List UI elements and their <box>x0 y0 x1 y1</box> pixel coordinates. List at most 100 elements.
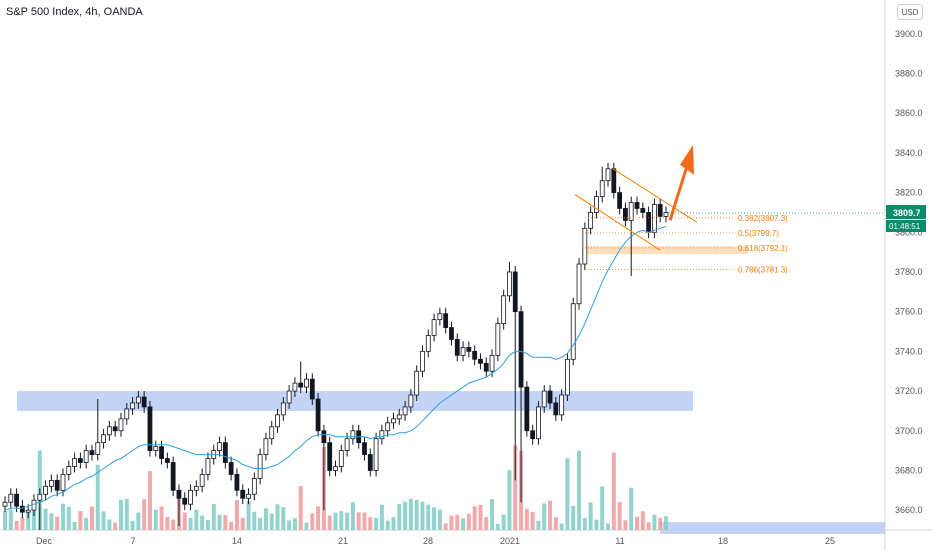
price-tick-label: 3720.0 <box>895 386 923 396</box>
candle-body <box>454 339 460 356</box>
price-tick-label: 3780.0 <box>895 267 923 277</box>
candle-body <box>280 402 286 416</box>
candle-body <box>234 474 240 491</box>
candle-body <box>489 354 495 372</box>
currency-button[interactable]: USD <box>897 4 923 20</box>
candle-body <box>159 446 164 459</box>
candle-body <box>362 442 367 455</box>
candle-body <box>304 378 309 388</box>
candle-body <box>605 168 611 182</box>
candle-body <box>240 489 246 499</box>
volume-bar <box>432 507 437 530</box>
candle-body <box>518 311 524 388</box>
volume-bar <box>472 506 477 530</box>
candle-body <box>472 350 478 360</box>
volume-bar <box>89 506 94 530</box>
candle-body <box>657 204 663 217</box>
volume-bar <box>66 506 71 530</box>
candle-body <box>321 430 327 444</box>
volume-bar <box>658 518 663 530</box>
volume-bar <box>60 503 65 530</box>
breakout-arrow-shaft <box>668 162 690 221</box>
price-tick-label: 3880.0 <box>895 68 923 78</box>
fib-level-label: 0.618(3792.1) <box>738 244 788 253</box>
price-tick-label: 3660.0 <box>895 505 923 515</box>
volume-bar <box>478 504 483 530</box>
volume-bar <box>437 509 442 530</box>
volume-bar <box>542 503 547 530</box>
volume-bar <box>287 520 292 530</box>
volume-bar <box>269 513 274 530</box>
candle-body <box>182 497 188 505</box>
price-tick-label: 3800.0 <box>895 227 923 237</box>
volume-bar <box>147 471 152 530</box>
volume-bar <box>461 518 466 530</box>
volume-bar <box>617 502 622 530</box>
volume-bar <box>385 520 390 530</box>
candle-body <box>217 442 222 452</box>
volume-bar <box>246 501 251 530</box>
volume-bar <box>536 520 541 530</box>
volume-bar <box>182 512 187 530</box>
volume-bar <box>455 514 460 530</box>
candle-body <box>315 398 321 432</box>
candle-body <box>37 493 43 501</box>
volume-bar <box>240 517 245 530</box>
price-tick-label: 3700.0 <box>895 426 923 436</box>
candle-body <box>524 386 530 432</box>
volume-bar <box>379 504 384 530</box>
candle-body <box>599 180 605 197</box>
time-tick-label: Dec <box>36 536 53 546</box>
candle-body <box>594 196 599 213</box>
candle-body <box>396 414 402 420</box>
volume-bar <box>495 523 500 530</box>
candle-body <box>205 458 211 475</box>
volume-bar <box>356 512 361 530</box>
volume-bar <box>194 509 199 530</box>
candle-body <box>333 466 338 471</box>
volume-bar <box>217 514 222 530</box>
candle-body <box>478 358 483 364</box>
candle-body <box>228 462 234 475</box>
price-tick-label: 3900.0 <box>895 29 923 39</box>
volume-bar <box>298 485 303 530</box>
candle-body <box>135 396 141 404</box>
candle-body <box>124 408 130 420</box>
volume-bar <box>229 521 234 530</box>
candle-body <box>507 271 512 297</box>
candle-body <box>263 438 269 455</box>
candle-body <box>327 442 333 471</box>
candle-body <box>95 442 101 455</box>
volume-bar <box>130 520 135 530</box>
volume-bar <box>594 519 599 530</box>
volume-bar <box>205 520 210 530</box>
chart-title: S&P 500 Index, 4h, OANDA <box>6 6 143 18</box>
volume-bar <box>635 516 640 530</box>
candle-body <box>402 406 408 416</box>
candle-body <box>66 466 72 475</box>
candle-body <box>118 418 124 432</box>
volume-bar <box>258 517 263 530</box>
candle-body <box>663 212 669 217</box>
volume-bar <box>223 514 228 530</box>
candle-body <box>14 493 19 507</box>
volume-bar <box>408 498 413 530</box>
volume-bar <box>449 515 454 530</box>
candle-body <box>251 477 257 495</box>
candle-body <box>495 323 501 356</box>
candle-body <box>483 362 489 372</box>
volume-bar <box>403 501 408 530</box>
candle-body <box>437 313 443 321</box>
volume-bar <box>513 445 518 530</box>
candle-body <box>623 208 628 221</box>
candle-body <box>588 212 594 229</box>
candle-body <box>54 479 60 491</box>
volume-bar <box>582 518 587 530</box>
candle-body <box>89 450 95 455</box>
candle-body <box>2 501 8 507</box>
candle-body <box>460 346 466 356</box>
volume-bar <box>548 500 553 530</box>
candle-body <box>188 489 193 505</box>
